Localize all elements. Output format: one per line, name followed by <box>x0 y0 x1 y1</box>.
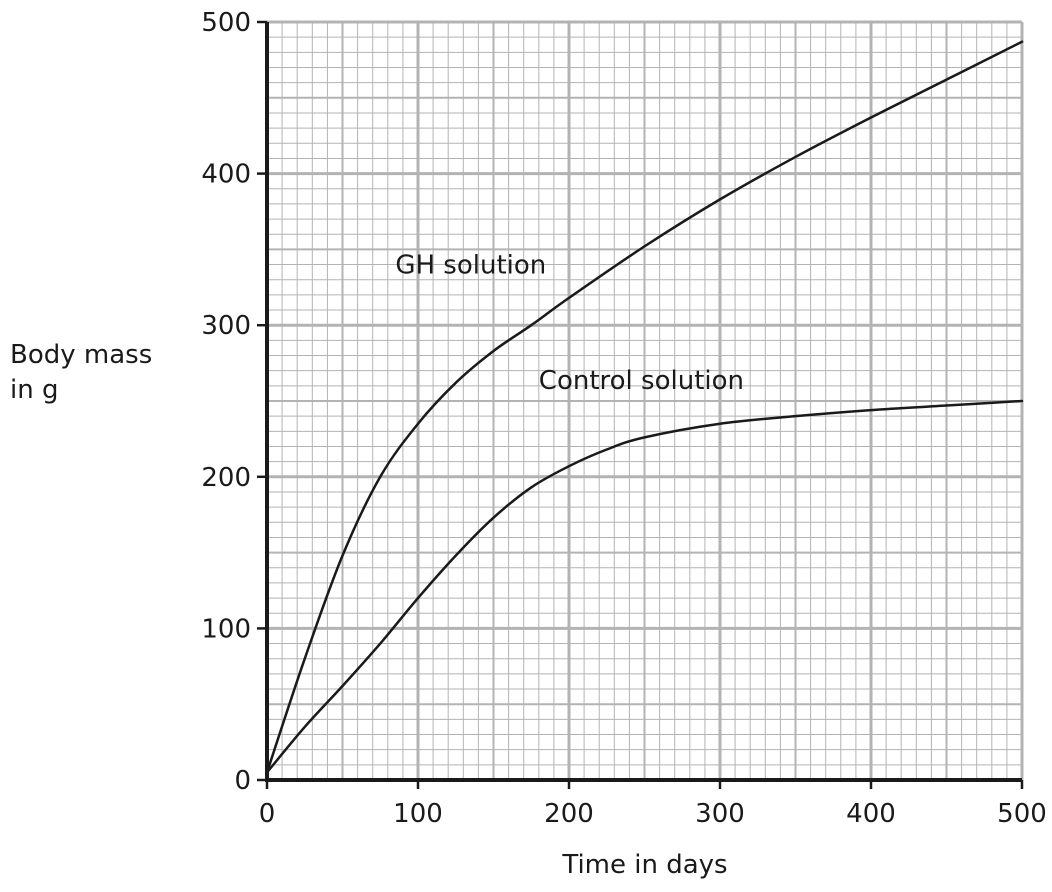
grid <box>265 20 1024 782</box>
y-tick-label: 0 <box>234 766 251 796</box>
y-axis-title-line-2: in g <box>10 375 58 405</box>
tick-labels: 0 100 200 300 400 500 0 100 200 300 400 500 <box>201 8 1046 829</box>
y-tick-label: 400 <box>201 160 251 190</box>
series-label-control-solution: Control solution <box>539 366 744 396</box>
x-tick-label: 300 <box>695 799 745 829</box>
series-line-control-solution <box>265 399 1024 774</box>
x-tick-label: 100 <box>393 799 443 829</box>
x-tick-label: 200 <box>544 799 594 829</box>
x-tick-label: 500 <box>997 799 1047 829</box>
y-tick-label: 500 <box>201 8 251 38</box>
y-tick-label: 300 <box>201 311 251 341</box>
y-tick-label: 200 <box>201 463 251 493</box>
x-tick-label: 400 <box>846 799 896 829</box>
y-tick-label: 100 <box>201 614 251 644</box>
y-axis-title-line-1: Body mass <box>10 340 152 370</box>
series-line-gh-solution <box>265 40 1024 774</box>
series-label-gh-solution: GH solution <box>395 251 546 281</box>
x-tick-label: 0 <box>259 799 276 829</box>
x-axis-title: Time in days <box>561 850 727 880</box>
series-annotations: GH solution Control solution <box>395 251 744 396</box>
series-lines <box>265 40 1024 774</box>
axes <box>265 22 1022 782</box>
